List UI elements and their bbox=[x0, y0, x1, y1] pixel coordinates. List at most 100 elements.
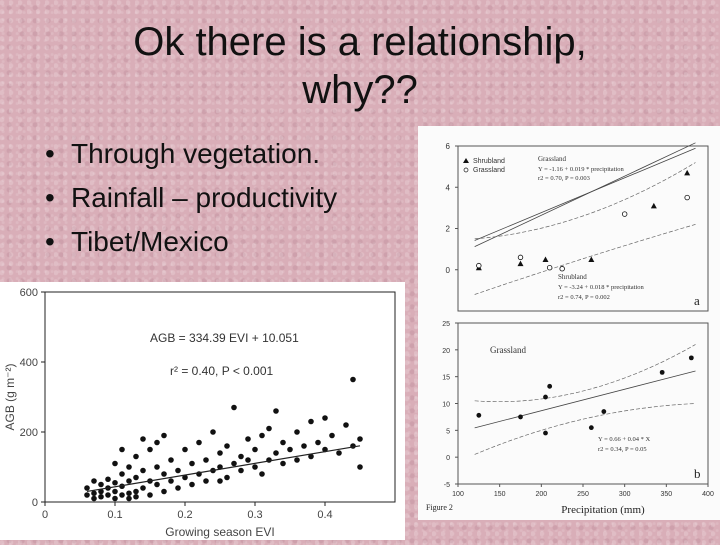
shrubland-data-point bbox=[588, 256, 595, 262]
plot-frame bbox=[44, 291, 396, 503]
data-point bbox=[280, 439, 286, 446]
data-point bbox=[189, 481, 195, 488]
data-point bbox=[343, 422, 349, 428]
shrubland-data-point bbox=[542, 256, 549, 262]
grassland-data-point bbox=[559, 266, 565, 272]
annotation-grassland-label: Grassland bbox=[538, 155, 566, 163]
bullet-item: • Through vegetation. bbox=[45, 138, 321, 169]
data-point bbox=[133, 474, 139, 481]
shrubland-data-point bbox=[684, 169, 691, 176]
x-tick-label: 200 bbox=[535, 491, 547, 498]
x-tick-label: 350 bbox=[660, 491, 672, 498]
panel-a-y-tick-label: 0 bbox=[446, 266, 451, 275]
panel-b-data-point bbox=[518, 414, 523, 420]
panel-b-data-point bbox=[543, 394, 548, 400]
data-point bbox=[91, 478, 97, 484]
data-point bbox=[119, 492, 125, 498]
panel-b-y-tick-label: 0 bbox=[446, 455, 450, 462]
data-point bbox=[308, 418, 314, 425]
data-point bbox=[203, 457, 209, 463]
precipitation-figure-svg: 0 2 4 6 Shrubland Grassland Grassland Y = -1.16… bbox=[426, 142, 714, 516]
data-point bbox=[245, 457, 251, 463]
data-point bbox=[161, 471, 167, 477]
bullet-list: • Through vegetation. • Rainfall – product… bbox=[45, 132, 337, 264]
panel-b-data-point bbox=[588, 425, 594, 431]
data-point bbox=[329, 432, 335, 439]
data-point bbox=[133, 493, 139, 500]
regression-equation: AGB = 334.39 EVI + 10.051 bbox=[150, 331, 299, 345]
data-point bbox=[126, 464, 132, 470]
confidence-band-lower bbox=[474, 224, 696, 295]
grassland-data-point bbox=[517, 254, 524, 261]
x-tick-label: 0 bbox=[42, 509, 48, 521]
grassland-data-point bbox=[684, 194, 690, 201]
data-point bbox=[168, 457, 174, 463]
data-point bbox=[245, 436, 251, 442]
data-point bbox=[140, 436, 146, 442]
panel-b-y-tick-label: 25 bbox=[442, 321, 450, 328]
annotation-shrubland-equation: Y = -3.24 + 0.018 * precipitation bbox=[558, 284, 645, 291]
panel-b-stats: r2 = 0.34, P = 0.05 bbox=[598, 446, 647, 453]
data-point bbox=[231, 404, 237, 411]
data-point bbox=[175, 467, 181, 474]
data-point bbox=[189, 460, 195, 467]
data-point bbox=[140, 485, 146, 491]
data-point bbox=[126, 478, 132, 484]
panel-b-data-point bbox=[547, 383, 553, 389]
data-point bbox=[280, 460, 286, 467]
x-tick-label: 0.4 bbox=[317, 509, 332, 521]
panel-b-title: Grassland bbox=[490, 345, 526, 355]
grassland-data-point bbox=[621, 211, 628, 217]
slide-title-line-2: why?? bbox=[302, 68, 418, 112]
regression-line bbox=[86, 445, 361, 493]
y-tick-label: 600 bbox=[20, 287, 38, 299]
panel-b-y-tick-label: 10 bbox=[442, 402, 450, 409]
panel-b-confidence-upper bbox=[474, 344, 696, 403]
y-tick-label: 0 bbox=[32, 497, 38, 509]
panel-b-y-tick-label: 15 bbox=[442, 375, 450, 382]
data-point bbox=[112, 460, 118, 467]
agb-evi-scatter-chart: 0 200 400 600 0 0.1 0.2 0.3 0.4 Growing season EV… bbox=[0, 282, 405, 540]
panel-b-equation: Y = 0.66 + 0.04 * X bbox=[598, 436, 651, 443]
data-point bbox=[98, 481, 104, 488]
legend-label-shrubland: Shrubland bbox=[473, 158, 505, 165]
x-tick-label: 400 bbox=[702, 491, 714, 498]
data-point bbox=[350, 443, 356, 449]
data-point bbox=[133, 488, 139, 495]
figure-caption: Figure 2 bbox=[426, 503, 453, 512]
x-tick-label: 0.1 bbox=[107, 509, 122, 521]
data-point bbox=[119, 446, 125, 453]
panel-b-y-tick-label: 5 bbox=[446, 428, 450, 435]
data-point bbox=[217, 478, 223, 484]
data-point bbox=[210, 429, 216, 435]
slide-title-line-1: Ok there is a relationship, bbox=[133, 20, 587, 64]
data-point bbox=[154, 481, 160, 488]
data-point bbox=[98, 493, 104, 500]
data-point bbox=[252, 464, 258, 470]
data-point bbox=[147, 492, 153, 498]
panel-b-regression-line bbox=[474, 370, 696, 429]
x-tick-label: 100 bbox=[452, 491, 464, 498]
data-point bbox=[259, 432, 265, 439]
panel-b-data-point bbox=[543, 430, 548, 436]
data-point bbox=[357, 464, 363, 470]
data-point bbox=[196, 439, 202, 446]
shrubland-regression-line bbox=[474, 147, 696, 241]
data-point bbox=[336, 450, 342, 456]
precipitation-figure: 0 2 4 6 Shrubland Grassland Grassland Y = -1.16… bbox=[418, 126, 720, 520]
annotation-grassland-stats: r2 = 0.70, P = 0.003 bbox=[538, 175, 590, 182]
x-axis-label: Growing season EVI bbox=[165, 525, 274, 539]
panel-b-y-tick-label: -5 bbox=[444, 482, 450, 489]
data-point bbox=[112, 495, 118, 502]
panel-b-data-point bbox=[601, 409, 607, 414]
data-point bbox=[182, 474, 188, 481]
x-tick-label: 250 bbox=[577, 491, 589, 498]
data-point bbox=[266, 425, 272, 432]
grassland-data-point bbox=[476, 262, 482, 269]
panel-b-data-point bbox=[659, 369, 665, 375]
slide-title: Ok there is a relationship, why?? bbox=[0, 18, 720, 114]
data-point bbox=[112, 479, 118, 486]
data-point bbox=[238, 467, 244, 474]
panel-a-y-tick-label: 6 bbox=[446, 142, 451, 151]
grassland-data-point bbox=[546, 264, 553, 271]
